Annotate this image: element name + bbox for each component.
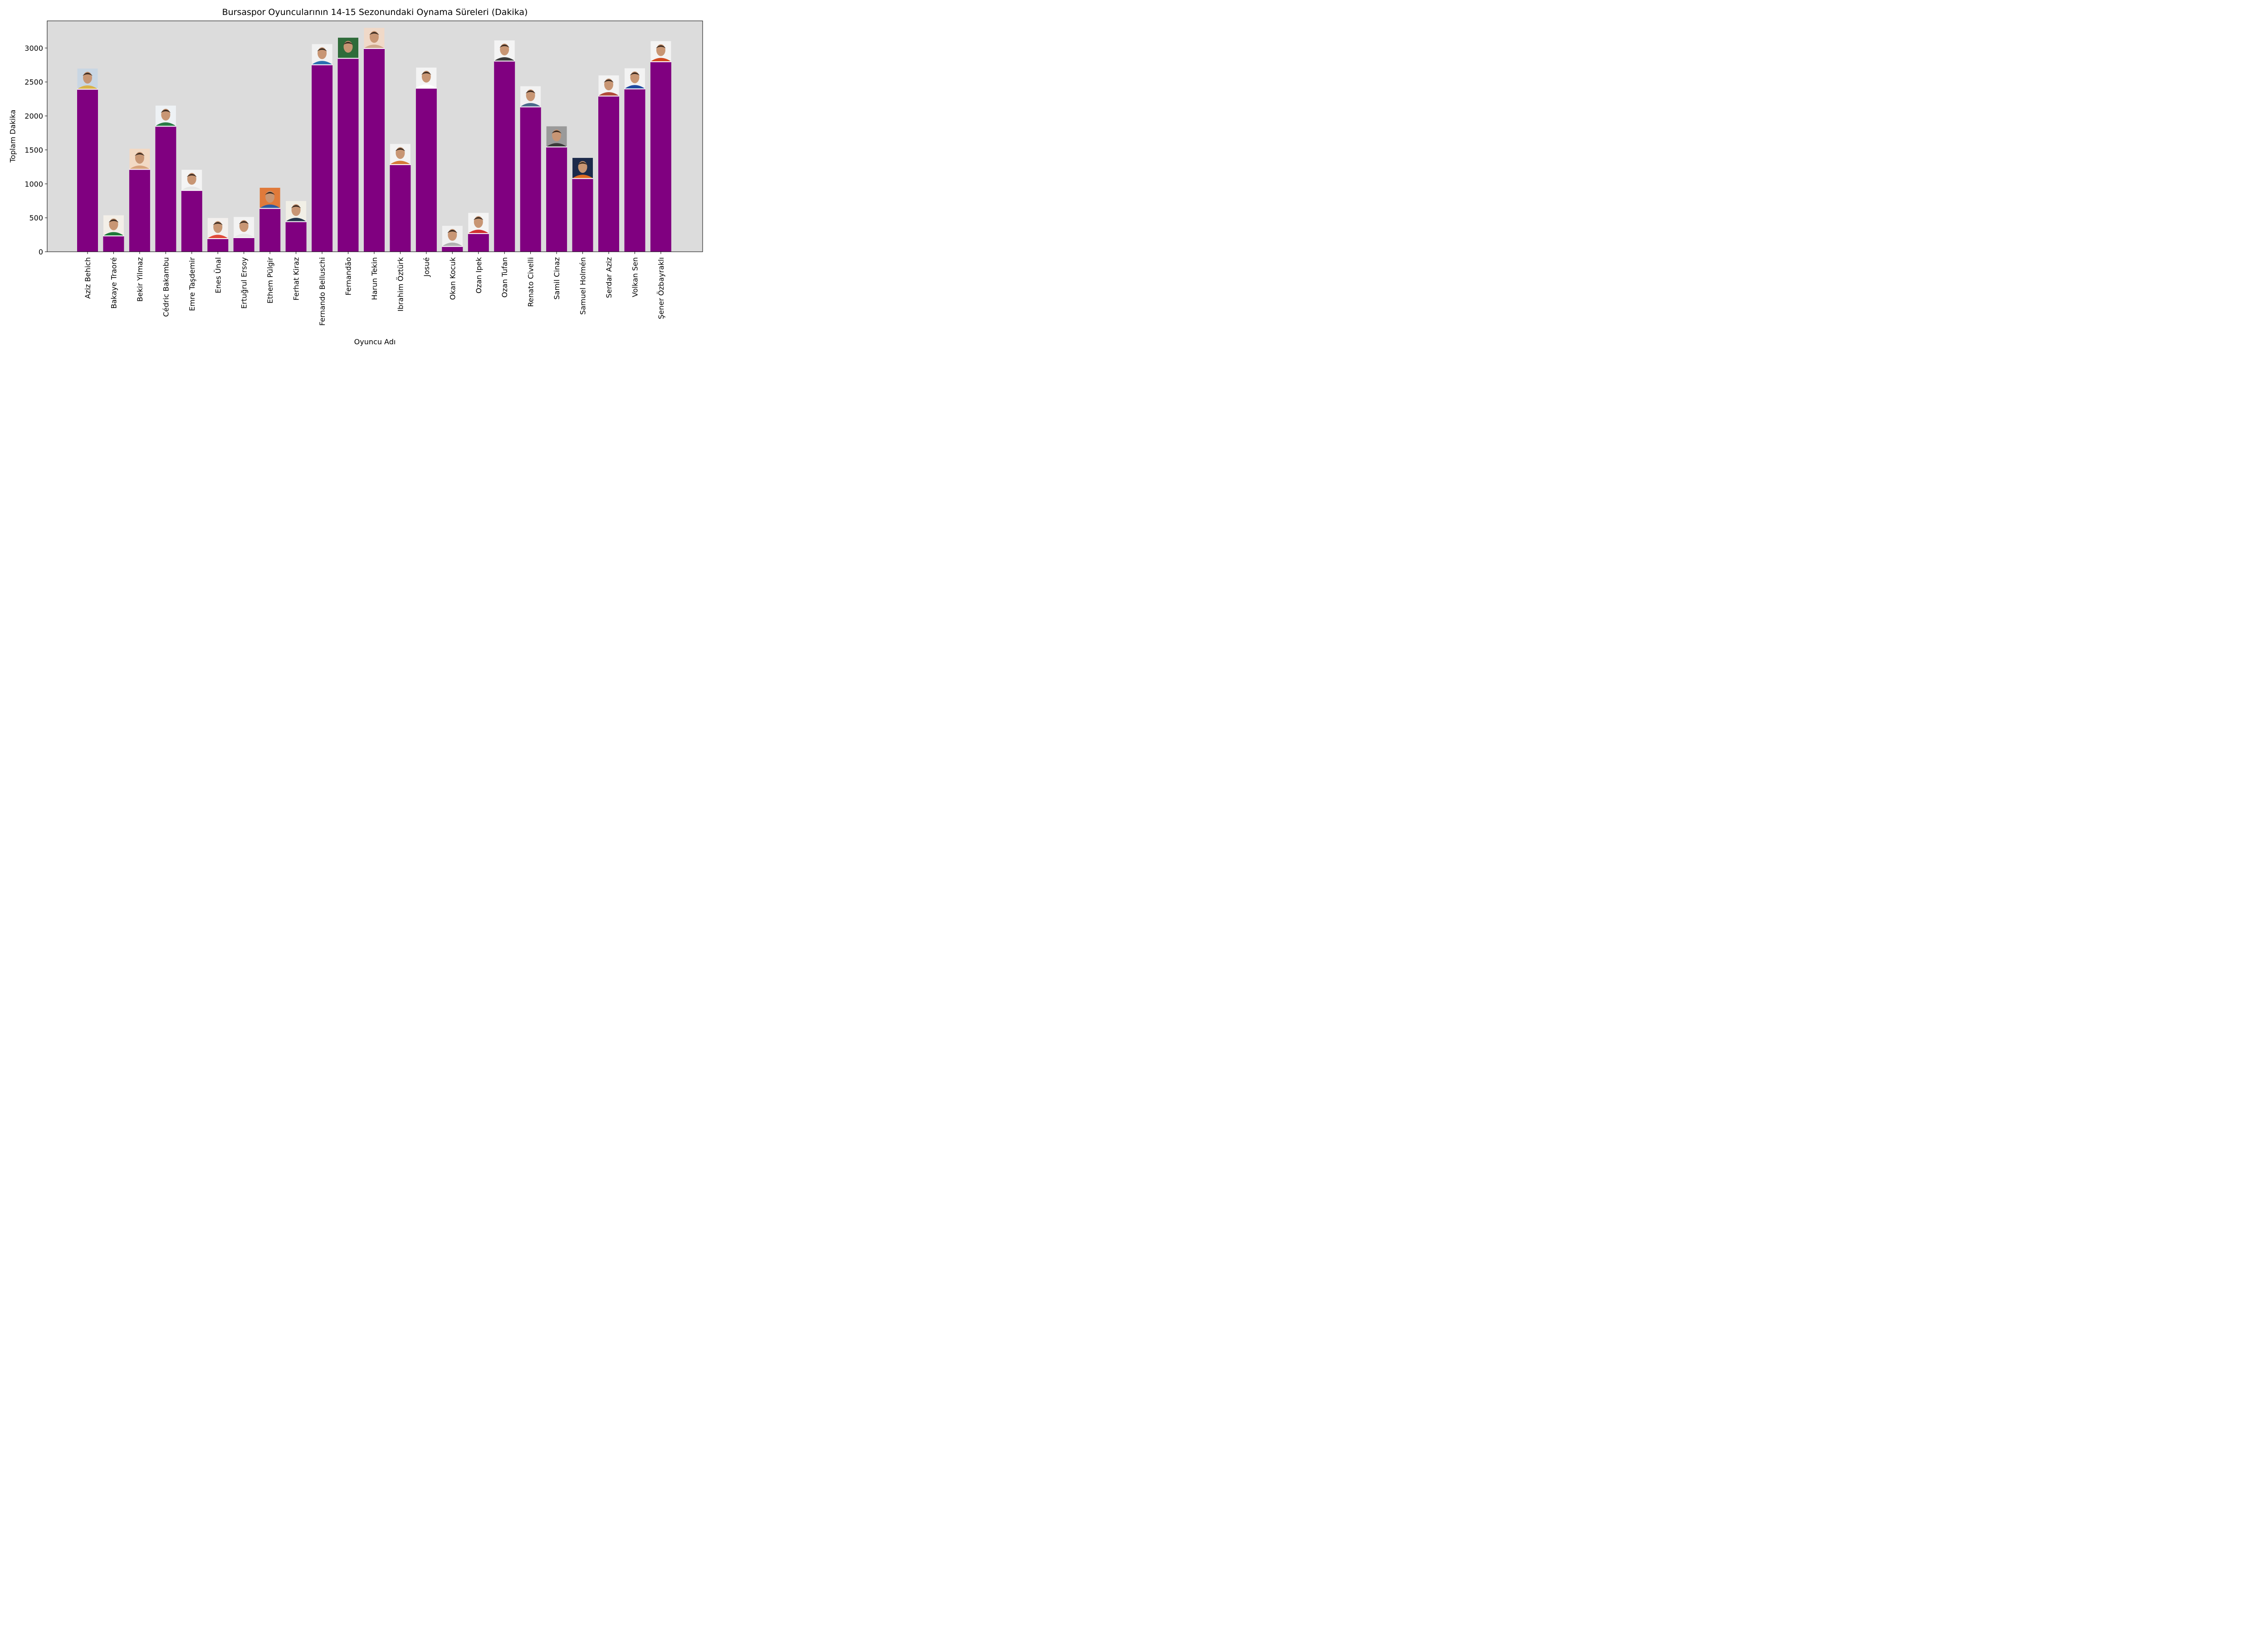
x-tick-label: Fernando Belluschi xyxy=(318,257,327,326)
y-tick-label: 2000 xyxy=(24,112,43,121)
x-tick-label: Ethem Pülgir xyxy=(266,257,274,304)
y-tick-label: 1500 xyxy=(24,146,43,154)
player-photo xyxy=(233,217,254,238)
x-axis: Aziz Behich Bakaye Traoré Bekir Yilmaz Cédr… xyxy=(83,252,665,326)
bar xyxy=(390,165,411,252)
player-photo xyxy=(337,38,359,59)
x-tick-label: Fernandão xyxy=(344,257,353,295)
bar xyxy=(155,126,176,252)
x-tick-label: Aziz Behich xyxy=(83,257,92,299)
y-tick-label: 500 xyxy=(29,214,43,222)
bar xyxy=(468,234,489,252)
x-tick-label: Renato Civelli xyxy=(527,257,535,307)
bar xyxy=(546,147,567,252)
plot-frame xyxy=(47,20,703,252)
player-photo xyxy=(103,215,124,237)
bar-chart: 0 500 1000 1500 2000 2500 3000 Aziz Behich Baka… xyxy=(24,20,703,326)
x-tick-label: Bekir Yilmaz xyxy=(136,257,144,302)
x-tick-label: Şener Özbayraklı xyxy=(657,257,665,319)
player-photo xyxy=(650,41,671,63)
bar xyxy=(129,169,150,252)
x-tick-label: Emre Taşdemir xyxy=(188,257,196,311)
bar xyxy=(337,59,359,252)
chart-title: Bursaspor Oyuncularının 14-15 Sezonundak… xyxy=(222,7,528,17)
player-photo xyxy=(155,105,176,127)
x-tick-label: Enes Ünal xyxy=(214,257,222,293)
y-tick-label: 1000 xyxy=(24,180,43,188)
player-photo xyxy=(442,225,463,247)
bar xyxy=(415,88,437,252)
x-tick-label: Harun Tekin xyxy=(370,257,379,300)
player-photo xyxy=(572,158,593,179)
x-tick-label: Okan Kocuk xyxy=(448,257,457,300)
bar xyxy=(442,246,463,252)
bar xyxy=(207,239,229,252)
player-photo xyxy=(207,218,229,240)
x-tick-label: Josué xyxy=(422,257,431,277)
x-tick-label: Ibrahim Öztürk xyxy=(396,257,405,312)
x-tick-label: Ozan Ipek xyxy=(474,257,483,293)
player-photo xyxy=(181,170,202,191)
player-photo xyxy=(259,187,281,209)
bar xyxy=(312,65,333,252)
bar xyxy=(181,191,202,252)
player-photo xyxy=(390,144,411,165)
player-photo xyxy=(312,44,333,65)
x-axis-title: Oyuncu Adı xyxy=(354,337,396,346)
x-tick-label: Cédric Bakambu xyxy=(161,257,170,317)
x-tick-label: Ferhat Kiraz xyxy=(292,257,301,301)
x-tick-label: Ertuğrul Ersoy xyxy=(240,257,249,309)
chart-figure: Bursaspor Oyuncularının 14-15 Sezonundak… xyxy=(0,0,711,356)
player-photo xyxy=(520,86,541,108)
bar xyxy=(598,96,619,252)
x-tick-label: Ozan Tufan xyxy=(500,257,509,298)
x-tick-label: Samuel Holmén xyxy=(579,257,587,315)
player-photo xyxy=(285,201,307,222)
bars-layer xyxy=(77,49,671,252)
bar xyxy=(572,179,593,252)
bar xyxy=(77,89,98,252)
bar xyxy=(259,208,281,252)
player-photo xyxy=(468,213,489,234)
bar xyxy=(494,61,515,252)
x-tick-label: Bakaye Traoré xyxy=(109,257,118,309)
photos-layer xyxy=(77,28,671,247)
bar xyxy=(650,62,671,252)
x-tick-label: Serdar Aziz xyxy=(605,257,613,298)
bar xyxy=(364,49,385,252)
player-photo xyxy=(77,68,98,90)
y-tick-label: 3000 xyxy=(24,44,43,53)
bar xyxy=(103,236,124,252)
bar xyxy=(520,107,541,252)
player-photo xyxy=(415,67,437,89)
bar xyxy=(285,222,307,252)
player-photo xyxy=(129,148,150,170)
y-axis: 0 500 1000 1500 2000 2500 3000 xyxy=(24,44,47,256)
x-tick-label: Volkan Sen xyxy=(631,257,639,297)
player-photo xyxy=(363,28,385,49)
bar xyxy=(624,89,645,252)
x-tick-label: Samil Cinaz xyxy=(552,257,561,299)
player-photo xyxy=(546,126,567,147)
player-photo xyxy=(494,40,515,62)
bar xyxy=(233,238,254,252)
y-tick-label: 0 xyxy=(39,248,43,256)
player-photo xyxy=(624,68,645,89)
player-photo xyxy=(598,75,619,97)
y-tick-label: 2500 xyxy=(24,78,43,87)
